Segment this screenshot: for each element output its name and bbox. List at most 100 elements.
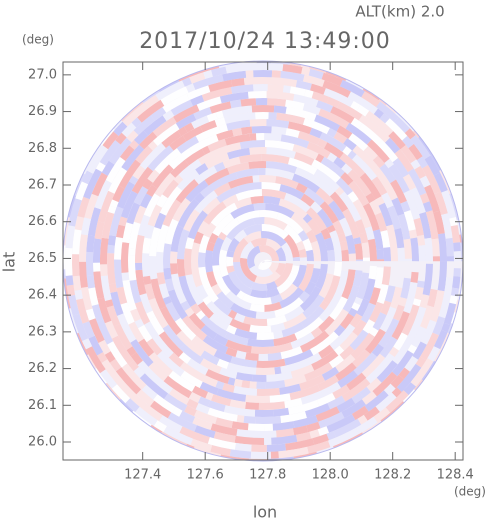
radar-cell — [317, 68, 327, 74]
radar-cell — [139, 142, 166, 170]
radar-cell — [318, 108, 350, 129]
radar-cell — [251, 444, 267, 453]
radar-cell — [99, 140, 121, 166]
radar-cell — [319, 300, 329, 311]
radar-cell — [290, 265, 300, 276]
radar-cell — [213, 182, 231, 197]
radar-cell — [264, 301, 282, 312]
radar-cell — [100, 264, 108, 277]
radar-cell — [261, 153, 290, 165]
radar-cell — [327, 395, 346, 410]
radar-cell — [139, 131, 158, 150]
radar-cell — [206, 271, 218, 288]
radar-cell — [105, 299, 114, 308]
radar-cell — [212, 213, 235, 237]
radar-cell — [208, 232, 219, 244]
radar-cell — [288, 399, 320, 415]
radar-cell — [226, 265, 235, 274]
radar-cell — [142, 403, 163, 422]
radar-cell — [443, 302, 457, 325]
radar-cell — [134, 318, 145, 329]
radar-cell — [339, 217, 353, 237]
radar-cell — [390, 179, 407, 204]
radar-cell — [156, 194, 168, 208]
radar-cell — [361, 242, 370, 258]
radar-cell — [197, 301, 214, 319]
radar-cell — [246, 245, 261, 269]
radar-cell — [134, 234, 145, 263]
radar-cell — [190, 303, 202, 315]
radar-cell — [72, 275, 82, 291]
radar-cell — [85, 251, 94, 276]
radar-cell — [98, 339, 111, 355]
radar-cell — [173, 104, 200, 123]
radar-cell — [284, 349, 314, 366]
radar-cell — [250, 289, 267, 299]
radar-cell — [175, 179, 199, 204]
radar-cell — [408, 144, 423, 161]
radar-cell — [171, 273, 187, 304]
radar-cell — [113, 323, 133, 351]
radar-cell — [139, 293, 153, 314]
radar-cell — [297, 131, 321, 145]
radar-cell — [224, 331, 249, 346]
radar-cell — [412, 298, 422, 307]
radar-cell — [255, 367, 276, 376]
radar-cell — [361, 391, 377, 405]
radar-cell — [250, 238, 268, 248]
radar-cell — [176, 135, 199, 154]
radar-cell — [284, 192, 311, 213]
radar-cell — [135, 262, 143, 271]
radar-cell — [112, 185, 125, 203]
radar-cell — [372, 312, 387, 331]
radar-cell — [441, 213, 453, 239]
radar-cell — [126, 346, 137, 357]
radar-cell — [339, 152, 366, 178]
radar-cell — [249, 381, 257, 389]
radar-cell — [241, 380, 251, 389]
radar-cell — [168, 388, 190, 405]
radar-cell — [310, 83, 326, 95]
x-tick-label: 128.2 — [374, 468, 411, 483]
radar-cell — [270, 451, 279, 459]
radar-cell — [137, 214, 151, 237]
radar-cell — [293, 93, 319, 107]
radar-cell — [290, 332, 315, 350]
radar-cell — [152, 123, 180, 146]
radar-cell — [383, 383, 396, 396]
radar-cell — [422, 165, 441, 194]
radar-cell — [279, 287, 304, 309]
radar-cell — [235, 372, 253, 382]
radar-cell — [304, 89, 314, 99]
radar-cell — [276, 428, 295, 438]
radar-cell — [318, 298, 339, 322]
radar-cell — [190, 438, 213, 452]
x-axis-label: lon — [253, 503, 277, 521]
radar-cell — [412, 341, 427, 360]
radar-cell — [211, 394, 232, 407]
radar-cell — [308, 68, 324, 80]
radar-cell — [397, 213, 411, 240]
radar-cell — [194, 192, 205, 204]
radar-cell — [169, 135, 187, 151]
radar-cell — [203, 69, 213, 79]
radar-cell — [449, 295, 458, 305]
radar-cell — [271, 126, 287, 135]
radar-cell — [400, 277, 411, 299]
radar-cell — [228, 270, 253, 296]
radar-cell — [376, 248, 384, 260]
radar-cell — [144, 321, 168, 351]
radar-cell — [267, 84, 284, 93]
radar-cell — [121, 272, 130, 281]
radar-cell — [283, 312, 307, 330]
radar-cell — [264, 437, 272, 445]
radar-cell — [204, 286, 219, 303]
radar-cell — [380, 401, 405, 423]
radar-cell — [210, 363, 222, 374]
radar-cell — [369, 199, 382, 216]
radar-cell — [219, 172, 238, 186]
radar-cell — [320, 382, 341, 398]
radar-cell — [149, 316, 165, 336]
radar-cell — [335, 354, 356, 373]
radar-cell — [297, 217, 312, 234]
